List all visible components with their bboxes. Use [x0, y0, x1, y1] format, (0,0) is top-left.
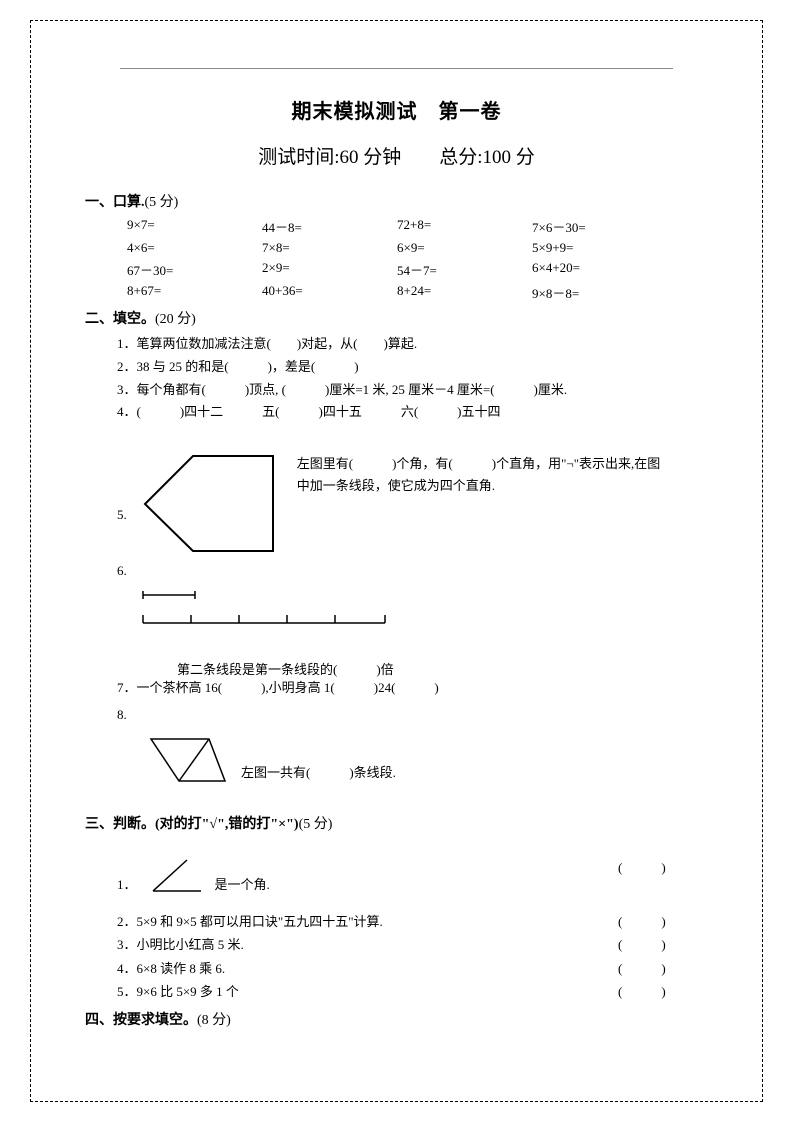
calc-cell: 7×6－30= [532, 217, 667, 236]
calc-cell: 6×9= [397, 240, 532, 256]
judge-item: 5．9×6 比 5×9 多 1 个 ( ) [117, 981, 708, 1002]
judgment-list: 1． 是一个角. ( ) 2．5×9 和 9×5 都可以用口诀"五九四十五"计算… [117, 839, 708, 1003]
question5-text: 左图里有( )个角，有( )个直角，用"¬"表示出来,在图 中加一条线段，使它成… [297, 453, 661, 497]
question8-number: 8. [117, 707, 708, 723]
judge1-prefix: 1． [117, 874, 137, 895]
calc-cell: 4×6= [127, 240, 262, 256]
question5-line1: 左图里有( )个角，有( )个直角，用"¬"表示出来,在图 [297, 453, 661, 475]
section3-points: (5 分) [299, 817, 333, 832]
fill-item: 4．( )四十二 五( )四十五 六( )五十四 [117, 402, 708, 423]
calc-cell: 9×8－8= [532, 283, 667, 302]
calc-cell: 2×9= [262, 260, 397, 279]
calc-cell: 7×8= [262, 240, 397, 256]
question5-number: 5. [117, 507, 127, 523]
question8-text: 左图一共有( )条线段. [241, 762, 396, 781]
judge1-suffix: 是一个角. [215, 874, 270, 895]
calc-cell: 72+8= [397, 217, 532, 236]
section4-title: 四、按要求填空。 [85, 1013, 197, 1028]
fill-item: 3．每个角都有( )顶点, ( )厘米=1 米, 25 厘米－4 厘米=( )厘… [117, 380, 708, 401]
judge-label: 5．9×6 比 5×9 多 1 个 [117, 981, 618, 1002]
answer-paren: ( ) [618, 857, 708, 895]
calc-cell: 44－8= [262, 217, 397, 236]
section3-title: 三、判断。(对的打"√",错的打"×") [85, 817, 299, 832]
spacer [117, 839, 708, 857]
page-content: 期末模拟测试 第一卷 测试时间:60 分钟 总分:100 分 一、口算.(5 分… [50, 30, 743, 1055]
calc-cell: 54－7= [397, 260, 532, 279]
horizontal-rule [120, 68, 673, 69]
question8-container: 8. 左图一共有( )条线段. [117, 707, 708, 787]
calc-cell: 5×9+9= [532, 240, 667, 256]
question8-row: 左图一共有( )条线段. [117, 731, 708, 787]
section2-header: 二、填空。(20 分) [85, 308, 708, 328]
answer-paren: ( ) [618, 934, 708, 955]
spacer [85, 787, 708, 807]
fill-item: 2．38 与 25 的和是( )，差是( ) [117, 357, 708, 378]
judge-item: 2．5×9 和 9×5 都可以用口诀"五九四十五"计算. ( ) [117, 911, 708, 932]
line-segments-icon [135, 585, 395, 635]
calculation-grid: 9×7= 44－8= 72+8= 7×6－30= 4×6= 7×8= 6×9= … [127, 217, 708, 302]
section3-header: 三、判断。(对的打"√",错的打"×")(5 分) [85, 813, 708, 833]
judge-label: 1． 是一个角. [117, 857, 618, 895]
question6-number: 6. [117, 563, 708, 579]
section4-header: 四、按要求填空。(8 分) [85, 1009, 708, 1029]
calc-cell: 9×7= [127, 217, 262, 236]
question5-line2: 中加一条线段，使它成为四个直角. [297, 475, 661, 497]
section2-title: 二、填空。 [85, 312, 155, 327]
calc-row: 67－30= 2×9= 54－7= 6×4+20= [127, 260, 708, 279]
calc-cell: 40+36= [262, 283, 397, 302]
judge-item: 4．6×8 读作 8 乘 6. ( ) [117, 958, 708, 979]
calc-cell: 6×4+20= [532, 260, 667, 279]
question6-text: 第二条线段是第一条线段的( )倍 [177, 659, 708, 678]
triangle-shape-icon [145, 731, 235, 787]
judge-label: 4．6×8 读作 8 乘 6. [117, 958, 618, 979]
section4-points: (8 分) [197, 1013, 231, 1028]
judge-item: 1． 是一个角. ( ) [117, 857, 708, 895]
calc-cell: 8+24= [397, 283, 532, 302]
page-title: 期末模拟测试 第一卷 [85, 95, 708, 124]
fill-blank-list: 1．笔算两位数加减法注意( )对起，从( )算起. 2．38 与 25 的和是(… [117, 334, 708, 423]
calc-row: 4×6= 7×8= 6×9= 5×9+9= [127, 240, 708, 256]
calc-cell: 67－30= [127, 260, 262, 279]
question6-container: 6. 第二条线段是第一条线段的( )倍 [117, 563, 708, 678]
calc-cell: 8+67= [127, 283, 262, 302]
calc-row: 9×7= 44－8= 72+8= 7×6－30= [127, 217, 708, 236]
calc-row: 8+67= 40+36= 8+24= 9×8－8= [127, 283, 708, 302]
pentagon-shape-icon [135, 449, 283, 559]
angle-shape-icon [147, 857, 205, 895]
section1-header: 一、口算.(5 分) [85, 191, 708, 211]
judge-label: 3．小明比小红高 5 米. [117, 934, 618, 955]
fill-item-7: 7．一个茶杯高 16( ),小明身高 1( )24( ) [117, 678, 708, 699]
answer-paren: ( ) [618, 958, 708, 979]
section1-title: 一、口算. [85, 195, 145, 210]
judge-item: 3．小明比小红高 5 米. ( ) [117, 934, 708, 955]
page-subtitle: 测试时间:60 分钟 总分:100 分 [85, 142, 708, 169]
answer-paren: ( ) [618, 911, 708, 932]
fill-item: 1．笔算两位数加减法注意( )对起，从( )算起. [117, 334, 708, 355]
section2-points: (20 分) [155, 312, 196, 327]
fill-item: 7．一个茶杯高 16( ),小明身高 1( )24( ) [117, 678, 708, 699]
answer-paren: ( ) [618, 981, 708, 1002]
spacer [117, 897, 708, 911]
section1-points: (5 分) [145, 195, 179, 210]
judge-label: 2．5×9 和 9×5 都可以用口诀"五九四十五"计算. [117, 911, 618, 932]
question5-container: 5. 左图里有( )个角，有( )个直角，用"¬"表示出来,在图 中加一条线段，… [117, 449, 708, 559]
